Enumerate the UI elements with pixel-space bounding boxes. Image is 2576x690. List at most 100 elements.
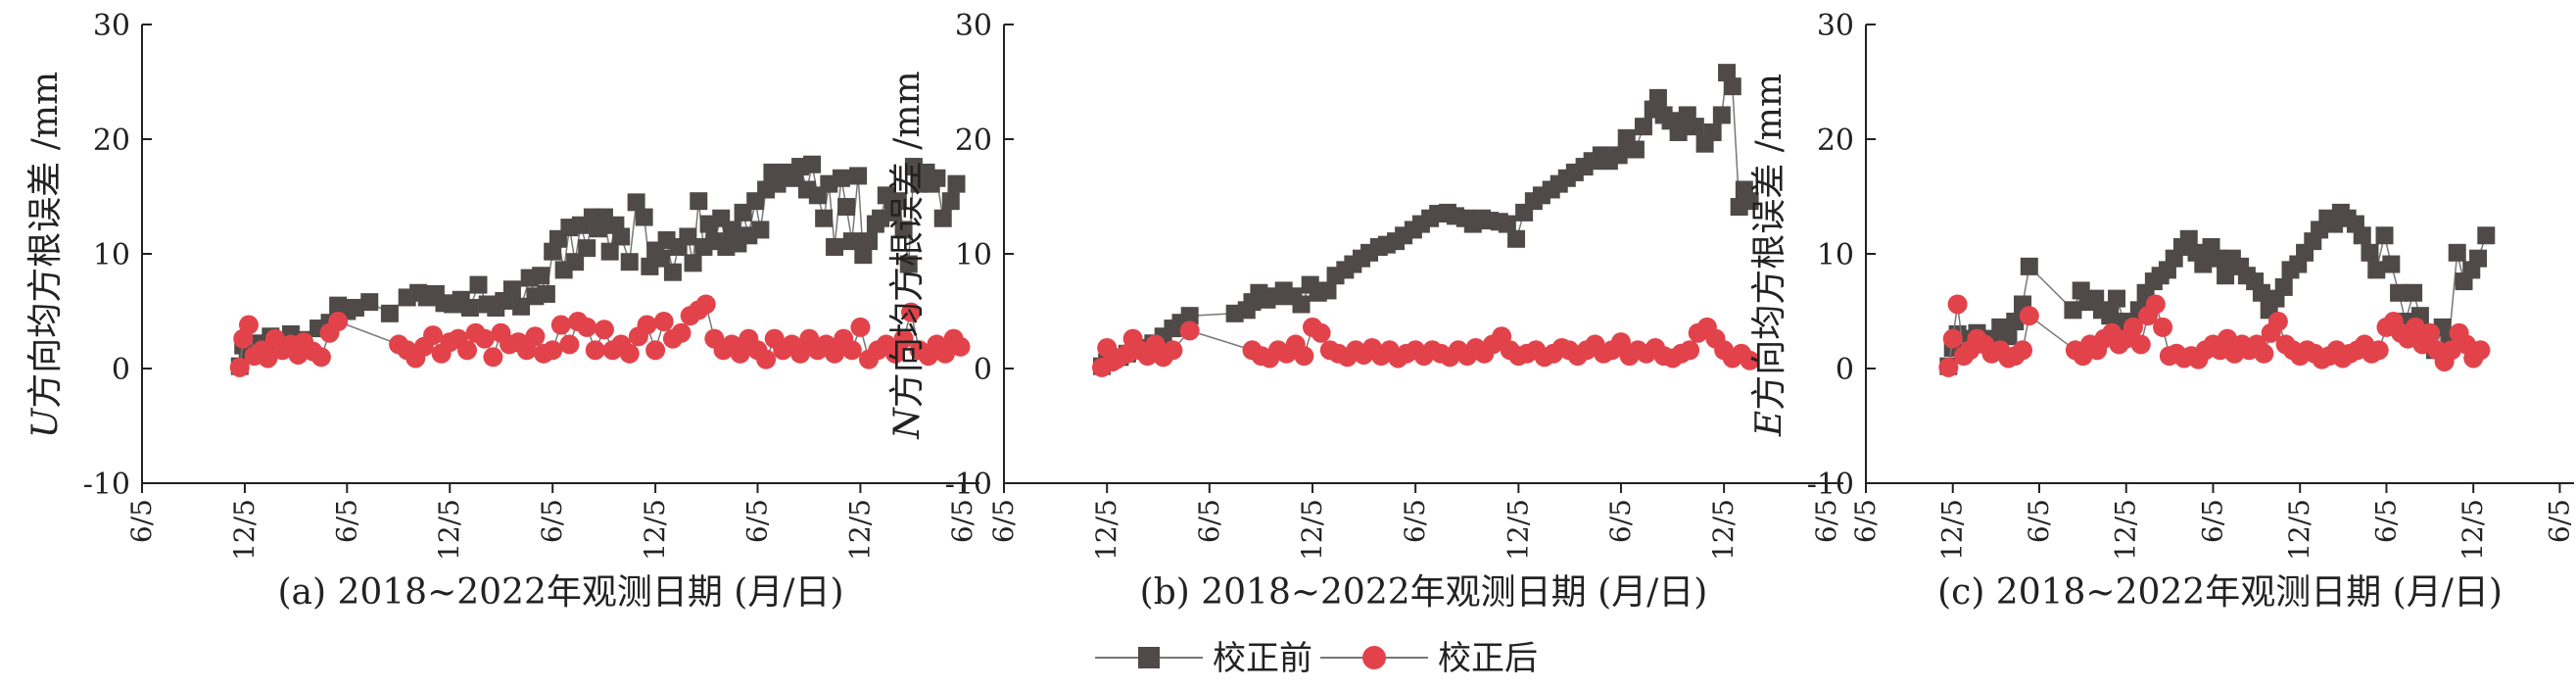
data-point-square	[2006, 313, 2025, 331]
data-point-square	[894, 221, 913, 239]
data-point-square	[635, 208, 653, 226]
x-tick-label: 6/5	[1399, 499, 1431, 543]
y-tick-label: 20	[955, 123, 992, 158]
data-point-square	[1712, 106, 1731, 124]
data-point-square	[1741, 192, 1759, 211]
y-tick-label: 30	[93, 9, 130, 43]
x-tick-label: 6/5	[2196, 499, 2228, 543]
x-tick-label: 6/5	[1604, 499, 1637, 543]
x-tick-label: 12/5	[1502, 499, 1534, 561]
data-point-square	[2469, 249, 2488, 268]
data-point-square	[460, 298, 479, 317]
x-tick-label: 6/5	[1193, 499, 1225, 543]
data-point-square	[899, 255, 918, 273]
data-point-square	[837, 198, 856, 217]
data-point-circle	[2123, 317, 2144, 337]
y-tick-label: 10	[1817, 238, 1854, 272]
data-point-circle	[550, 315, 571, 335]
x-tick-label: 6/5	[740, 499, 773, 543]
data-point-circle	[474, 328, 495, 349]
data-point-circle	[653, 312, 674, 332]
data-point-square	[663, 263, 682, 281]
data-point-square	[679, 227, 697, 246]
data-point-circle	[2368, 340, 2389, 361]
legend-before-marker	[1138, 647, 1160, 668]
data-point-square	[1999, 327, 2018, 346]
data-point-circle	[1740, 350, 1760, 370]
chart-caption: (c) 2018~2022年观测日期 (月/日)	[1937, 572, 2503, 613]
data-point-circle	[1294, 346, 1314, 367]
x-tick-label: 6/5	[536, 499, 568, 543]
data-point-square	[566, 253, 585, 271]
data-point-circle	[619, 343, 640, 364]
data-point-circle	[594, 320, 614, 340]
data-point-circle	[1311, 322, 1331, 343]
x-tick-label: 12/5	[2457, 499, 2489, 561]
data-point-square	[360, 293, 379, 312]
data-point-circle	[901, 302, 922, 322]
data-point-square	[2209, 249, 2227, 268]
data-point-circle	[328, 312, 349, 332]
x-tick-label: 6/5	[125, 499, 158, 543]
series-before	[230, 155, 966, 375]
data-point-square	[2217, 267, 2235, 285]
data-point-circle	[645, 340, 666, 361]
data-point-circle	[1179, 320, 1200, 341]
y-axis-label: N方向均方根误差 /mm	[887, 71, 928, 439]
y-axis-label-rest: 方向均方根误差 /mm	[1749, 74, 1789, 411]
data-point-square	[1648, 88, 1667, 107]
data-point-circle	[310, 347, 331, 368]
data-point-circle	[850, 317, 871, 337]
data-point-circle	[756, 349, 777, 370]
data-point-square	[803, 155, 822, 173]
data-point-square	[2375, 226, 2394, 245]
data-point-circle	[585, 340, 605, 361]
data-point-circle	[2406, 317, 2426, 337]
data-point-circle	[525, 326, 546, 347]
data-point-square	[888, 192, 907, 211]
data-point-square	[1292, 295, 1311, 314]
data-point-circle	[950, 336, 971, 357]
y-tick-label: 10	[955, 238, 992, 272]
y-axis-label-rest: 方向均方根误差 /mm	[25, 72, 66, 409]
data-point-circle	[671, 322, 692, 343]
data-point-square	[751, 221, 770, 239]
data-point-square	[537, 284, 555, 303]
y-tick-label: -10	[945, 468, 992, 502]
data-point-square	[380, 304, 399, 322]
data-point-square	[933, 209, 952, 227]
data-point-square	[815, 209, 834, 227]
x-tick-label: 6/5	[2543, 499, 2575, 543]
y-axis-label-italic: N	[887, 407, 928, 440]
data-point-square	[832, 169, 850, 187]
data-point-square	[1703, 123, 1722, 141]
data-point-square	[2252, 283, 2270, 302]
chart-panel-1: -10 0 10 20 30 6/5 12/5 6/5 12/5 6/5 12/5 6/5 12/5 6/…	[887, 9, 1843, 613]
data-point-square	[1634, 118, 1652, 136]
data-point-square	[723, 221, 741, 239]
data-point-square	[2064, 301, 2082, 320]
data-point-square	[1180, 307, 1199, 325]
x-tick-label: 12/5	[843, 499, 876, 561]
data-point-square	[1609, 146, 1628, 165]
data-point-square	[2477, 226, 2496, 245]
data-point-square	[1669, 123, 1688, 141]
y-tick-label: 20	[1817, 123, 1854, 158]
data-point-square	[502, 280, 521, 299]
data-point-square	[469, 275, 488, 294]
data-point-square	[2382, 255, 2401, 273]
x-tick-label: 6/5	[1849, 499, 1882, 543]
data-point-circle	[1938, 357, 1959, 377]
chart-caption: (b) 2018~2022年观测日期 (月/日)	[1140, 572, 1708, 613]
data-point-square	[2405, 283, 2423, 302]
data-point-circle	[1680, 340, 1700, 361]
data-point-circle	[884, 343, 905, 364]
data-point-square	[1718, 64, 1737, 82]
data-point-square	[2179, 229, 2198, 248]
data-point-circle	[543, 340, 563, 361]
x-tick-label: 6/5	[1810, 499, 1842, 543]
y-axis-label-rest: 方向均方根误差 /mm	[887, 71, 928, 408]
data-point-square	[578, 239, 596, 258]
